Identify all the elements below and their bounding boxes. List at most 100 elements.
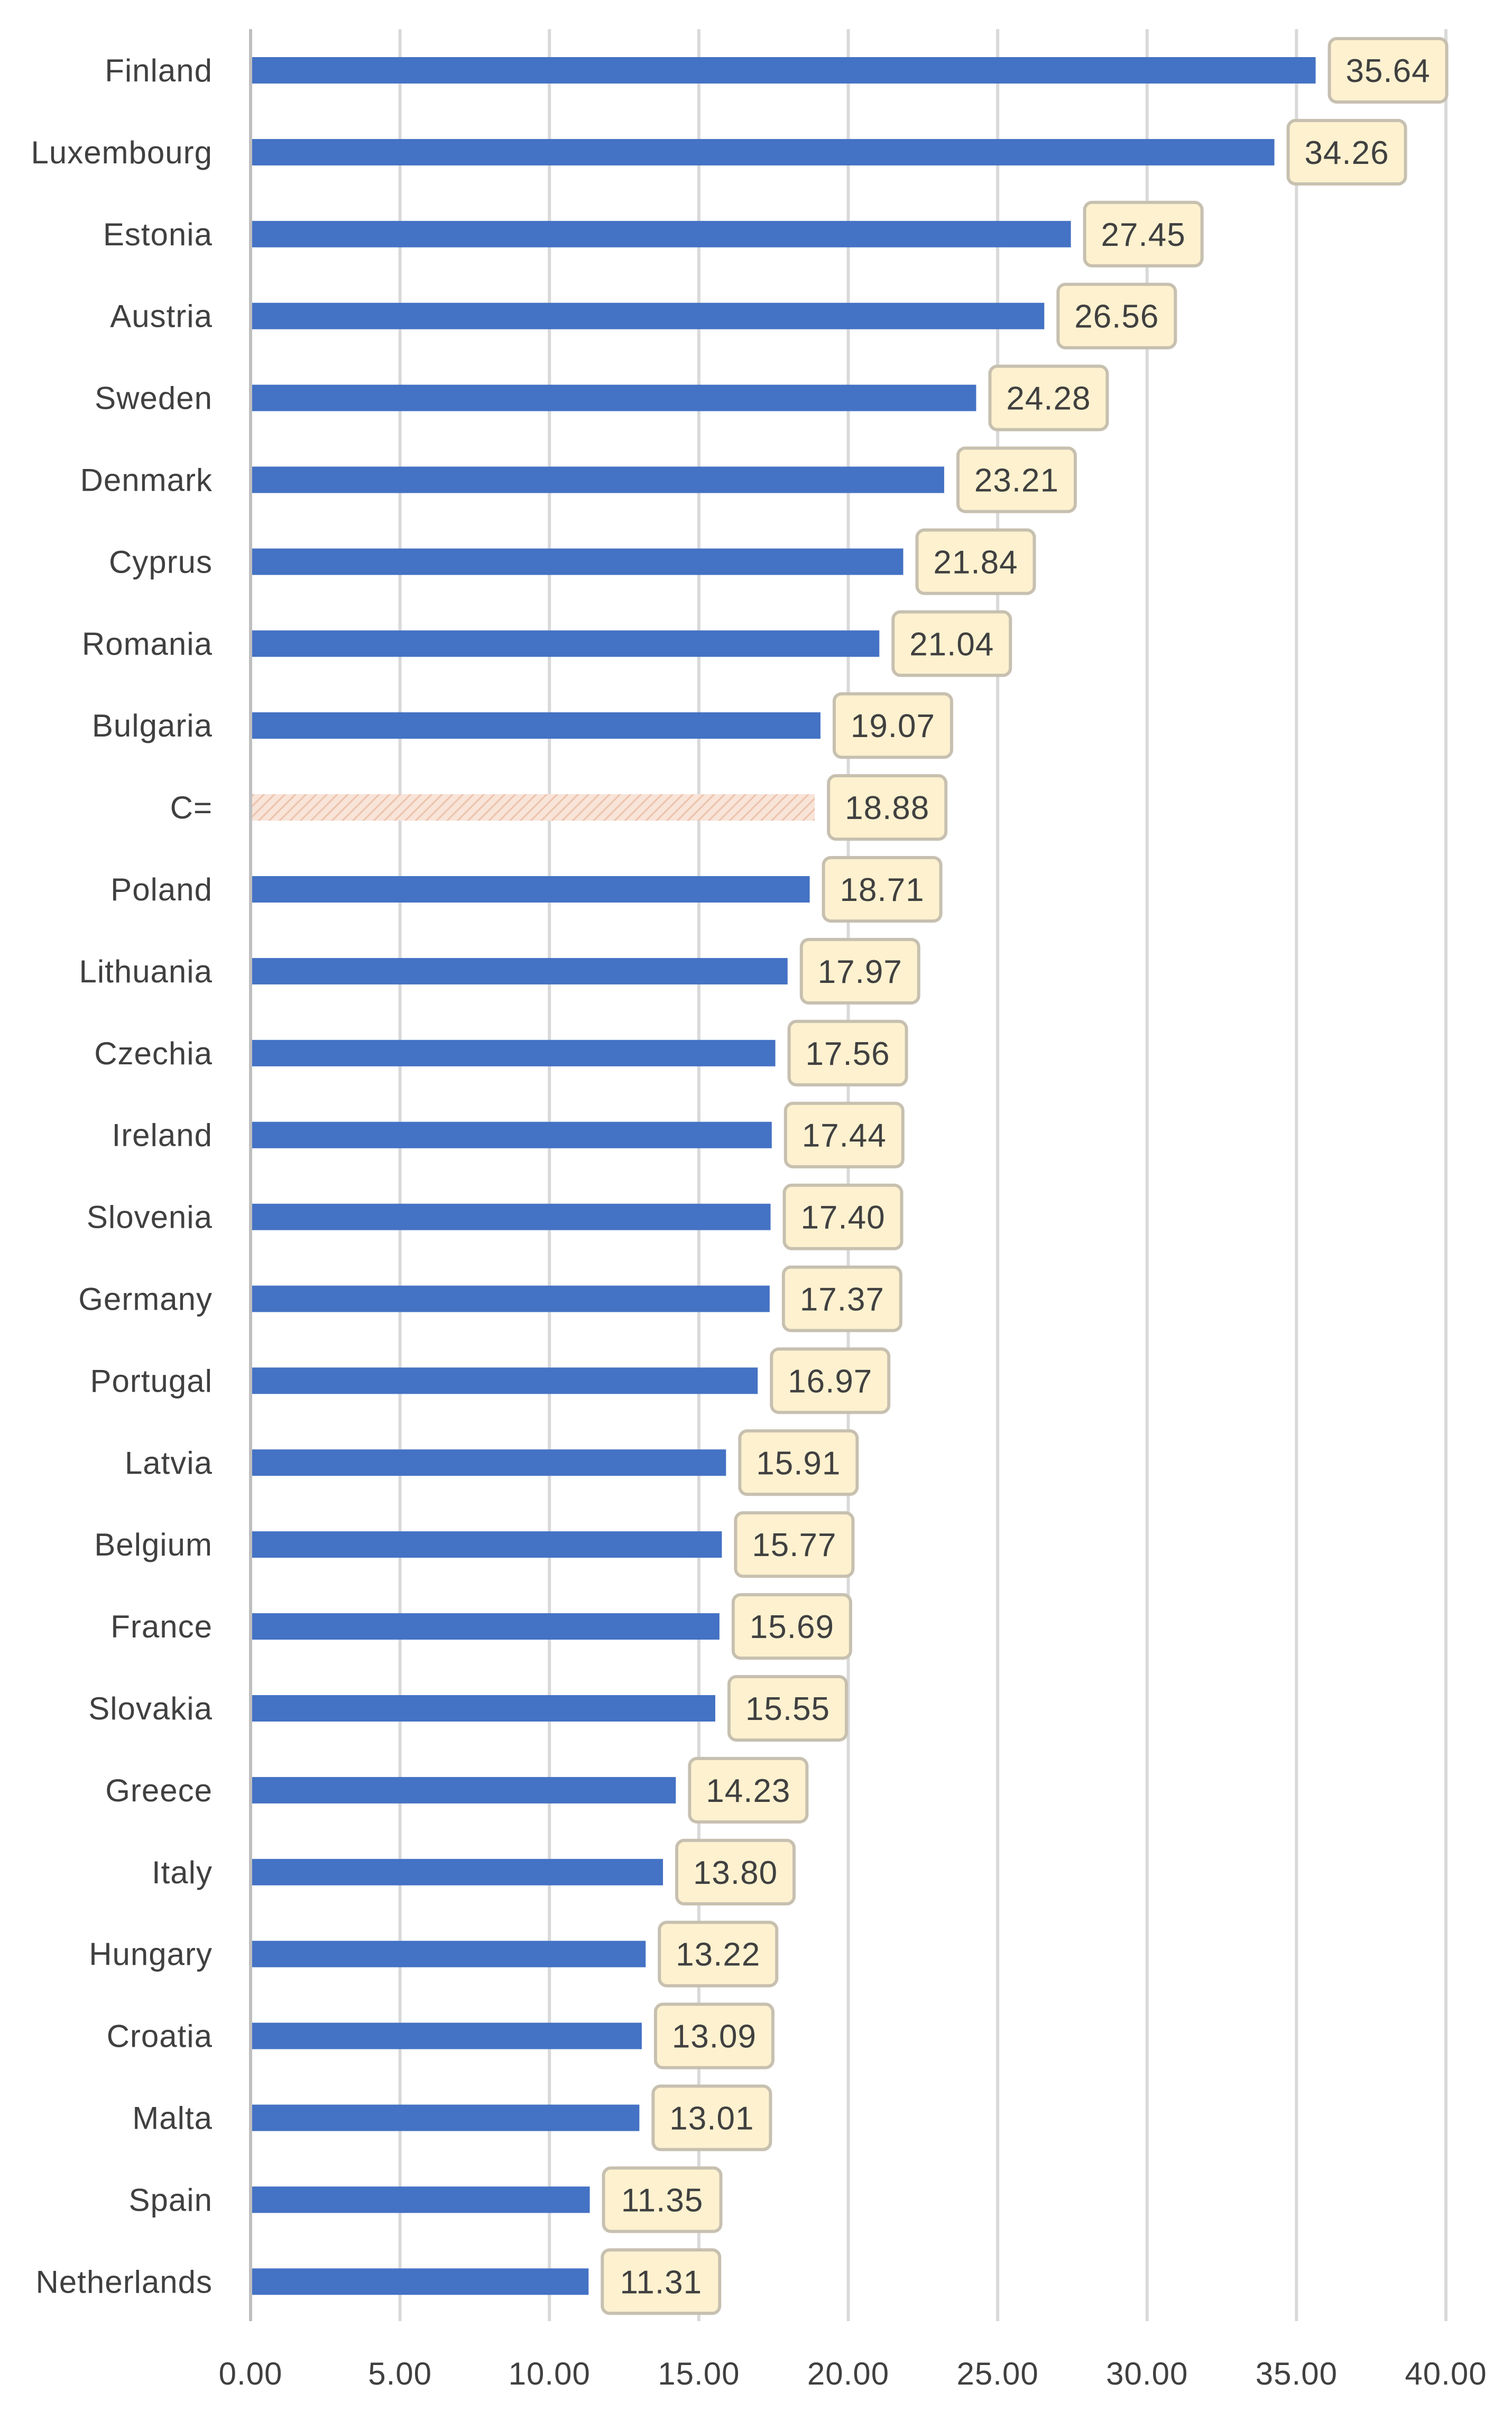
category-label: Croatia xyxy=(107,2019,213,2054)
data-label: 35.64 xyxy=(1345,53,1430,89)
bar-sweden xyxy=(252,384,976,411)
data-label-box xyxy=(915,528,1036,595)
data-label-box xyxy=(956,446,1077,513)
category-label: Finland xyxy=(105,53,213,88)
category-label: Lithuania xyxy=(79,954,213,989)
bar-finland xyxy=(252,57,1316,84)
bar-latvia xyxy=(252,1449,726,1476)
data-label: 21.84 xyxy=(933,544,1018,581)
bar-czechia xyxy=(252,1039,776,1066)
category-label: Spain xyxy=(129,2182,213,2217)
data-label: 13.80 xyxy=(693,1855,778,1891)
bar-bulgaria xyxy=(252,712,820,739)
bar-greece xyxy=(252,1777,676,1804)
category-label: Romania xyxy=(82,626,213,661)
bars xyxy=(252,57,1316,2295)
data-label-box xyxy=(688,1756,809,1824)
bar-estonia xyxy=(252,220,1071,247)
category-label: Bulgaria xyxy=(92,708,213,743)
data-label: 11.35 xyxy=(621,2182,704,2219)
bar-italy xyxy=(252,1858,663,1885)
data-label-box xyxy=(827,774,948,841)
data-label: 34.26 xyxy=(1304,135,1389,171)
category-label: Poland xyxy=(110,872,213,907)
bar-netherlands xyxy=(252,2268,589,2295)
data-label: 16.97 xyxy=(788,1363,872,1400)
category-label: Sweden xyxy=(95,381,213,416)
data-label: 14.23 xyxy=(706,1773,790,1809)
data-label-box xyxy=(1327,37,1449,104)
data-label-box xyxy=(731,1593,852,1660)
data-label: 26.56 xyxy=(1074,299,1159,335)
data-label-box xyxy=(675,1838,796,1906)
gridlines xyxy=(249,29,1448,2321)
category-label: Slovenia xyxy=(87,1200,213,1235)
category-label: Czechia xyxy=(94,1036,213,1071)
x-tick-label: 5.00 xyxy=(368,2356,432,2391)
category-label: Portugal xyxy=(90,1363,213,1398)
data-label: 18.71 xyxy=(840,872,925,908)
bar-slovakia xyxy=(252,1695,715,1722)
data-label-box xyxy=(602,2166,723,2233)
category-label: Hungary xyxy=(89,1937,213,1972)
data-label-box xyxy=(734,1511,855,1578)
data-label-box xyxy=(1056,282,1177,349)
data-label: 21.04 xyxy=(909,626,994,662)
data-label: 17.40 xyxy=(800,1200,885,1236)
data-label-box xyxy=(781,1265,902,1332)
category-label: Estonia xyxy=(103,217,213,252)
category-label: Ireland xyxy=(112,1118,213,1153)
x-tick-label: 15.00 xyxy=(658,2356,740,2391)
data-label: 27.45 xyxy=(1101,217,1186,253)
category-label: Netherlands xyxy=(35,2264,213,2299)
data-label-box xyxy=(783,1101,905,1168)
data-label: 19.07 xyxy=(851,708,935,744)
bar-france xyxy=(252,1613,720,1640)
bar-c- xyxy=(252,794,815,821)
data-label: 13.01 xyxy=(669,2101,754,2137)
data-label-box xyxy=(1286,118,1407,186)
data-label: 24.28 xyxy=(1006,381,1091,417)
category-label: Belgium xyxy=(94,1527,213,1562)
bar-belgium xyxy=(252,1531,722,1558)
data-label-box xyxy=(653,2002,775,2069)
data-label-box xyxy=(822,856,943,923)
bar-austria xyxy=(252,302,1045,329)
data-label-box xyxy=(799,937,920,1005)
category-labels: Finland Luxembourg Estonia Austria Sweden Den… xyxy=(31,53,213,2299)
category-label: Slovakia xyxy=(88,1691,213,1726)
bar-luxembourg xyxy=(252,139,1275,165)
data-label: 15.69 xyxy=(750,1609,834,1645)
bar-croatia xyxy=(252,2022,642,2049)
bar-ireland xyxy=(252,1121,772,1148)
data-label: 17.56 xyxy=(806,1036,890,1072)
bar-portugal xyxy=(252,1367,758,1394)
data-label-box xyxy=(782,1183,903,1250)
data-label: 17.37 xyxy=(800,1282,884,1318)
data-label: 23.21 xyxy=(974,463,1059,499)
bar-denmark xyxy=(252,466,944,493)
data-label: 15.77 xyxy=(752,1527,836,1563)
data-label: 11.31 xyxy=(620,2264,703,2301)
bar-cyprus xyxy=(252,548,903,575)
data-label-box xyxy=(601,2248,722,2315)
bar-malta xyxy=(252,2104,640,2131)
bar-hungary xyxy=(252,1940,646,1967)
x-tick-label: 0.00 xyxy=(219,2356,283,2391)
bar-spain xyxy=(252,2186,590,2213)
data-label-box xyxy=(651,2084,772,2151)
x-tick-label: 35.00 xyxy=(1256,2356,1338,2391)
x-tick-label: 25.00 xyxy=(957,2356,1039,2391)
category-label: C= xyxy=(170,790,213,825)
category-label: Malta xyxy=(132,2101,213,2136)
category-label: Italy xyxy=(152,1855,213,1890)
data-label: 15.91 xyxy=(756,1445,841,1482)
data-label: 13.09 xyxy=(672,2019,757,2055)
data-label-box xyxy=(658,1920,779,1987)
data-label-box xyxy=(738,1429,859,1496)
bar-romania xyxy=(252,630,880,657)
x-axis-tick-labels: 0.00 5.00 10.00 15.00 20.00 25.00 30.00 35.00 40… xyxy=(219,2356,1487,2391)
bar-poland xyxy=(252,876,810,903)
